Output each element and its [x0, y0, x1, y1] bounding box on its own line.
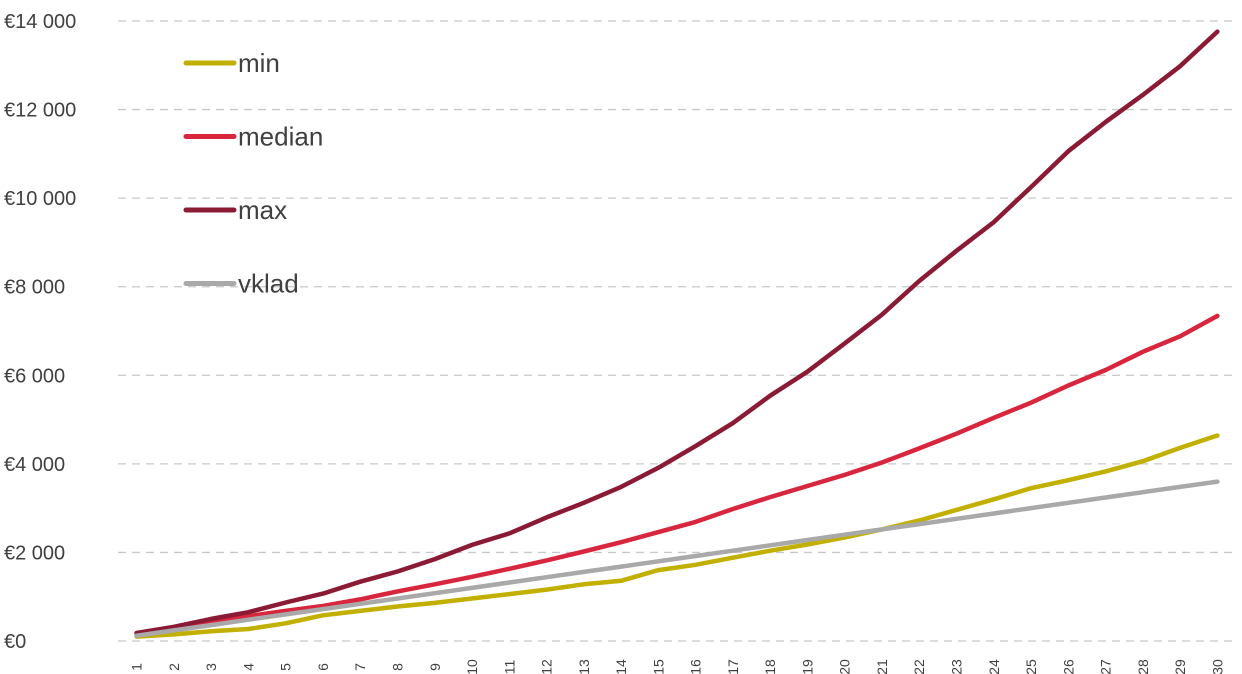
y-tick-label: €10 000	[4, 188, 76, 210]
x-tick-label: 7	[352, 663, 368, 671]
x-tick-label: 26	[1060, 659, 1076, 674]
series-line-vklad	[134, 479, 1220, 638]
x-tick-label: 14	[613, 659, 629, 674]
x-tick-label: 28	[1135, 659, 1151, 674]
gridlines	[118, 20, 1236, 642]
legend-label-median: median	[238, 122, 323, 152]
x-tick-label: 23	[949, 659, 965, 674]
x-tick-label: 30	[1209, 659, 1225, 674]
x-tick-label: 27	[1098, 659, 1114, 674]
y-tick-label: €6 000	[4, 365, 65, 387]
series-line-min	[134, 433, 1220, 639]
x-tick-label: 3	[203, 663, 219, 671]
x-tick-label: 15	[650, 659, 666, 674]
x-tick-label: 5	[278, 663, 294, 671]
x-tick-label: 21	[874, 659, 890, 674]
x-tick-label: 8	[390, 663, 406, 671]
y-tick-label: €8 000	[4, 277, 65, 299]
x-tick-label: 29	[1172, 659, 1188, 674]
legend-label-vklad: vklad	[238, 269, 299, 299]
y-axis-tick-labels: €0 €2 000 €4 000 €6 000 €8 000 €10 000 €12 000…	[4, 11, 76, 653]
x-tick-label: 20	[837, 659, 853, 674]
x-tick-label: 25	[1023, 659, 1039, 674]
series-line-median	[134, 313, 1220, 637]
y-tick-label: €12 000	[4, 100, 76, 122]
x-tick-label: 4	[240, 663, 256, 671]
x-axis-tick-labels: 1 2 3 4 5 6 7 8 9 10 11 12 13 14 15 16 17 18 19 20 21 22 23 24 2…	[129, 659, 1226, 674]
x-tick-label: 1	[129, 663, 145, 671]
legend-label-max: max	[238, 195, 287, 225]
x-tick-label: 17	[725, 659, 741, 674]
x-tick-label: 6	[315, 663, 331, 671]
y-tick-label: €4 000	[4, 454, 65, 476]
x-tick-label: 12	[539, 659, 555, 674]
legend-label-min: min	[238, 48, 280, 78]
series-lines	[134, 29, 1220, 639]
x-tick-label: 22	[911, 659, 927, 674]
x-tick-label: 13	[576, 659, 592, 674]
y-tick-label: €2 000	[4, 542, 65, 564]
x-tick-label: 16	[688, 659, 704, 674]
x-tick-label: 11	[501, 660, 517, 674]
y-tick-label: €0	[4, 631, 26, 653]
x-tick-label: 10	[464, 659, 480, 674]
x-tick-label: 18	[762, 659, 778, 674]
legend: min median max vklad	[183, 48, 323, 299]
series-line-max	[134, 29, 1220, 636]
x-tick-label: 24	[986, 659, 1002, 674]
x-tick-label: 9	[427, 663, 443, 671]
y-tick-label: €14 000	[4, 11, 76, 33]
x-tick-label: 19	[799, 659, 815, 674]
x-tick-label: 2	[166, 663, 182, 671]
